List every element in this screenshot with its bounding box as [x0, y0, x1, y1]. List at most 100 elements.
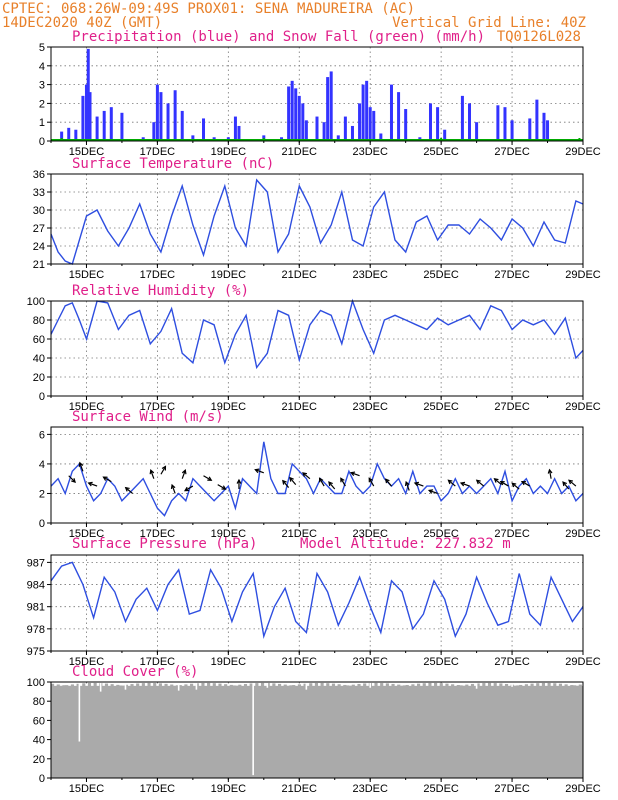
wind-arrow-shaft — [350, 472, 360, 477]
temperature-title: Surface Temperature (nC) — [72, 156, 274, 172]
precip-xtick-label: 29DEC — [565, 146, 601, 158]
pressure-xtick-label: 17DEC — [140, 656, 176, 668]
precip-ytick-label: 5 — [39, 42, 45, 54]
wind-arrow-shaft — [521, 481, 531, 487]
precip-bar — [74, 129, 78, 141]
cloud-edge-bar — [331, 683, 336, 687]
precip-bar — [191, 135, 195, 141]
cloud-edge-bar — [314, 682, 319, 687]
cloud-dip — [78, 682, 81, 742]
cloud-dip — [511, 682, 513, 687]
precip-bar — [503, 107, 507, 141]
precip-bar — [120, 112, 124, 141]
wind-arrow-shaft — [203, 475, 212, 481]
precip-ytick-label: 0 — [39, 136, 45, 148]
wind-arrow-head — [384, 478, 390, 484]
wind-xtick-label: 19DEC — [211, 528, 247, 540]
cloud-edge-bar — [303, 683, 307, 687]
cloud-xtick-label: 19DEC — [211, 783, 247, 795]
precip-bar — [358, 103, 362, 141]
wind-arrow-head — [282, 479, 287, 485]
cloud-ytick-label: 40 — [33, 735, 45, 747]
humidity-xtick-label: 19DEC — [211, 401, 247, 413]
temperature-xtick-label: 23DEC — [352, 269, 388, 281]
cloud-edge-bar — [462, 685, 466, 687]
cloud-edge-bar — [309, 683, 313, 687]
cloud-edge-bar — [195, 683, 199, 687]
humidity-xtick-label: 29DEC — [565, 401, 601, 413]
wind-arrow-head — [413, 481, 419, 487]
cloud-edge-bar — [320, 682, 324, 687]
cloud-edge-bar — [541, 682, 545, 687]
cloud-ytick-label: 60 — [33, 715, 45, 727]
wind-arrow-shaft — [282, 480, 290, 488]
temperature-ytick-label: 24 — [33, 241, 45, 253]
precip-bar — [152, 122, 156, 141]
wind-arrow-shaft — [448, 479, 456, 487]
wind-xtick-label: 29DEC — [565, 528, 601, 540]
wind-arrow-head — [447, 479, 453, 485]
cloud-ytick-label: 0 — [39, 773, 45, 785]
cloud-edge-bar — [121, 685, 126, 687]
cloud-frame — [50, 681, 584, 779]
wind-arrow-head — [493, 478, 499, 483]
temperature-ytick-label: 27 — [33, 223, 45, 235]
header-model: TQ0126L028 — [497, 29, 581, 45]
wind-arrow-head — [102, 476, 108, 481]
precip-bar — [350, 125, 354, 141]
wind-xtick-label: 21DEC — [282, 528, 318, 540]
pressure-panel: 15DEC 17DEC 19DEC 21DEC 23DEC 25DEC 27DEC 29DEC… — [27, 554, 601, 668]
wind-arrow-shaft — [562, 481, 570, 490]
cloud-dip — [177, 682, 180, 691]
wind-arrow-head — [568, 479, 574, 485]
wind-arrow-shaft — [368, 477, 375, 487]
cloud-ytick-label: 80 — [33, 696, 45, 708]
wind-arrow-head — [349, 471, 356, 477]
precip-bar — [372, 110, 376, 141]
cloud-edge-bar — [175, 685, 179, 687]
cloud-xtick-label: 15DEC — [69, 783, 105, 795]
humidity-xtick-label: 23DEC — [352, 401, 388, 413]
precip-bar — [290, 80, 294, 141]
cloud-edge-bar — [391, 683, 395, 687]
wind-arrow-shaft — [405, 481, 410, 491]
precip-panel: 15DEC 17DEC 19DEC 21DEC 23DEC 25DEC 27DEC 29DEC… — [39, 42, 601, 158]
cloud-edge-bar — [158, 683, 162, 687]
wind-arrow-shaft — [385, 478, 392, 487]
temperature-frame — [50, 173, 584, 265]
cloud-edge-bar — [428, 682, 432, 687]
precip-bar — [443, 129, 447, 141]
precip-bar — [475, 122, 479, 141]
header-station: CPTEC: 068:26W-09:49S PROX01: SENA MADUR… — [2, 1, 415, 17]
wind-title: Surface Wind (m/s) — [72, 409, 224, 425]
cloud-xtick-label: 29DEC — [565, 783, 601, 795]
cloud-edge-bar — [575, 685, 580, 687]
precip-bar — [304, 120, 308, 141]
precip-bar — [155, 84, 159, 141]
cloud-edge-bar — [87, 683, 92, 687]
wind-xtick-label: 25DEC — [423, 528, 459, 540]
cloud-edge-bar — [547, 682, 551, 687]
cloud-edge-bar — [124, 684, 128, 687]
wind-arrow-head — [368, 477, 373, 483]
pressure-xtick-label: 19DEC — [211, 656, 247, 668]
humidity-xtick-label: 17DEC — [140, 401, 176, 413]
cloud-ytick-label: 20 — [33, 754, 45, 766]
cloud-edge-bar — [184, 684, 188, 687]
wind-arrow-shaft — [460, 482, 470, 487]
cloud-edge-bar — [289, 685, 293, 687]
wind-arrow-head — [404, 480, 410, 487]
temperature-xtick-label: 15DEC — [69, 269, 105, 281]
wind-arrow-head — [511, 482, 517, 488]
cloud-edge-bar — [283, 684, 287, 687]
temperature-ytick-label: 30 — [33, 205, 45, 217]
precip-bar — [102, 110, 106, 141]
wind-arrow-shaft — [217, 484, 226, 490]
precip-bar — [361, 84, 365, 141]
temperature-xtick-label: 27DEC — [494, 269, 530, 281]
cloud-edge-bar — [238, 684, 242, 687]
temperature-xtick-label: 17DEC — [140, 269, 176, 281]
wind-arrow-head — [161, 465, 167, 471]
cloud-dip — [369, 682, 371, 688]
cloud-edge-bar — [553, 683, 557, 687]
